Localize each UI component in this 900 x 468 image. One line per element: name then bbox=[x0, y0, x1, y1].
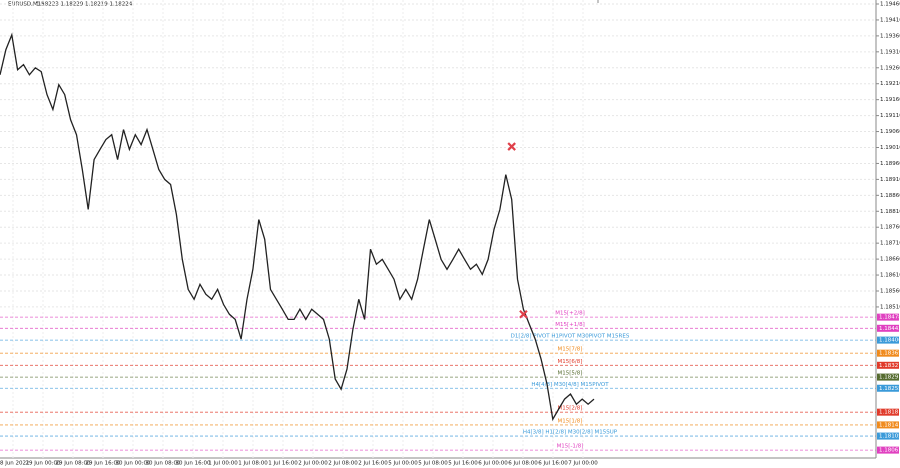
level-label: M15[+2/8] bbox=[555, 311, 585, 317]
level-label: M15[-1/8] bbox=[557, 444, 584, 450]
x-tick-label: 1 Jul 00:00 bbox=[208, 461, 238, 467]
x-tick-label: 30 Jun 08:00 bbox=[146, 461, 181, 467]
level-label: M15[1/8] bbox=[558, 418, 583, 424]
price-box-label: 1.18105 bbox=[879, 434, 900, 440]
y-tick-label: 1.18610 bbox=[880, 273, 900, 279]
y-tick-label: 1.18560 bbox=[880, 288, 900, 294]
x-tick-label: 5 Jul 08:00 bbox=[418, 461, 448, 467]
x-tick-label: 30 Jun 00:00 bbox=[116, 461, 151, 467]
level-label: M15[+1/8] bbox=[555, 322, 585, 328]
signal-marker bbox=[519, 309, 528, 319]
x-tick-label: 29 Jun 08:00 bbox=[56, 461, 91, 467]
level-label: D1[2/8] PIVOT H1PIVOT M30PIVOT M15RES bbox=[511, 334, 630, 340]
price-box-label: 1.1814 bbox=[879, 422, 899, 428]
y-tick-label: 1.18710 bbox=[880, 241, 900, 247]
y-tick-label: 1.19010 bbox=[880, 145, 900, 151]
x-tick-label: 1 Jul 08:00 bbox=[238, 461, 268, 467]
y-tick-label: 1.19410 bbox=[880, 17, 900, 23]
x-tick-label: 5 Jul 00:00 bbox=[388, 461, 418, 467]
price-box-label: 1.1829 bbox=[879, 375, 899, 381]
price-box-label: 1.18478 bbox=[879, 315, 900, 321]
price-line bbox=[0, 32, 595, 422]
signal-marker bbox=[507, 142, 516, 151]
price-box bbox=[877, 446, 899, 454]
price-box-label: 1.18406 bbox=[879, 338, 900, 344]
y-tick-label: 1.19310 bbox=[880, 49, 900, 55]
x-tick-label: 7 Jul 00:00 bbox=[568, 461, 598, 467]
level-label: H4[3/8] H1[2/8] M30[2/8] M15SUP bbox=[523, 430, 618, 436]
x-tick-label: 6 Jul 16:00 bbox=[538, 461, 568, 467]
y-tick-label: 1.18860 bbox=[880, 193, 900, 199]
price-box bbox=[877, 313, 899, 321]
price-box bbox=[877, 421, 899, 429]
y-tick-label: 1.18510 bbox=[880, 304, 900, 310]
level-label: M15[6/8] bbox=[558, 359, 583, 365]
level-label: M15[5/8] bbox=[558, 371, 583, 377]
x-tick-label: 30 Jun 16:00 bbox=[176, 461, 211, 467]
x-tick-label: 6 Jul 08:00 bbox=[508, 461, 538, 467]
x-tick-label: 28 Jun 2021 bbox=[0, 461, 30, 467]
price-box bbox=[877, 373, 899, 381]
y-tick-label: 1.18760 bbox=[880, 225, 900, 231]
price-box bbox=[877, 336, 899, 344]
x-tick-label: 2 Jul 08:00 bbox=[328, 461, 358, 467]
x-tick-label: 29 Jun 16:00 bbox=[86, 461, 121, 467]
symbol-title: EURUSD,M15 bbox=[8, 2, 45, 8]
y-tick-label: 1.18810 bbox=[880, 209, 900, 215]
price-box bbox=[877, 324, 899, 332]
y-tick-label: 1.18660 bbox=[880, 257, 900, 263]
price-box bbox=[877, 349, 899, 357]
level-label: H4[4/8] M30[4/8] M15PIVOT bbox=[531, 382, 609, 388]
price-box bbox=[877, 384, 899, 392]
price-box bbox=[877, 432, 899, 440]
x-tick-label: 5 Jul 16:00 bbox=[448, 461, 478, 467]
y-tick-label: 1.19210 bbox=[880, 81, 900, 87]
y-tick-label: 1.18960 bbox=[880, 161, 900, 167]
price-box bbox=[877, 408, 899, 416]
y-tick-label: 1.19460 bbox=[880, 2, 900, 8]
price-box-label: 1.18061 bbox=[879, 448, 900, 454]
y-tick-label: 1.19360 bbox=[880, 33, 900, 39]
x-tick-label: 29 Jun 00:00 bbox=[26, 461, 61, 467]
x-tick-label: 6 Jul 00:00 bbox=[478, 461, 508, 467]
x-tick-label: 2 Jul 16:00 bbox=[358, 461, 388, 467]
y-tick-label: 1.19060 bbox=[880, 129, 900, 135]
price-box-label: 1.18255 bbox=[879, 386, 900, 392]
y-tick-label: 1.19110 bbox=[880, 113, 900, 119]
x-tick-label: 2 Jul 00:00 bbox=[298, 461, 328, 467]
y-tick-label: 1.19260 bbox=[880, 65, 900, 71]
price-box-label: 1.18443 bbox=[879, 326, 900, 332]
y-tick-label: 1.18910 bbox=[880, 177, 900, 183]
y-tick-label: 1.19160 bbox=[880, 97, 900, 103]
x-tick-label: 1 Jul 16:00 bbox=[268, 461, 298, 467]
price-box bbox=[877, 361, 899, 369]
level-label: M15[7/8] bbox=[558, 347, 583, 353]
level-label: M15[2/8] bbox=[558, 406, 583, 412]
price-box-label: 1.18327 bbox=[879, 363, 900, 369]
price-box-label: 1.18365 bbox=[879, 351, 900, 357]
price-box-label: 1.1818 bbox=[879, 410, 899, 416]
